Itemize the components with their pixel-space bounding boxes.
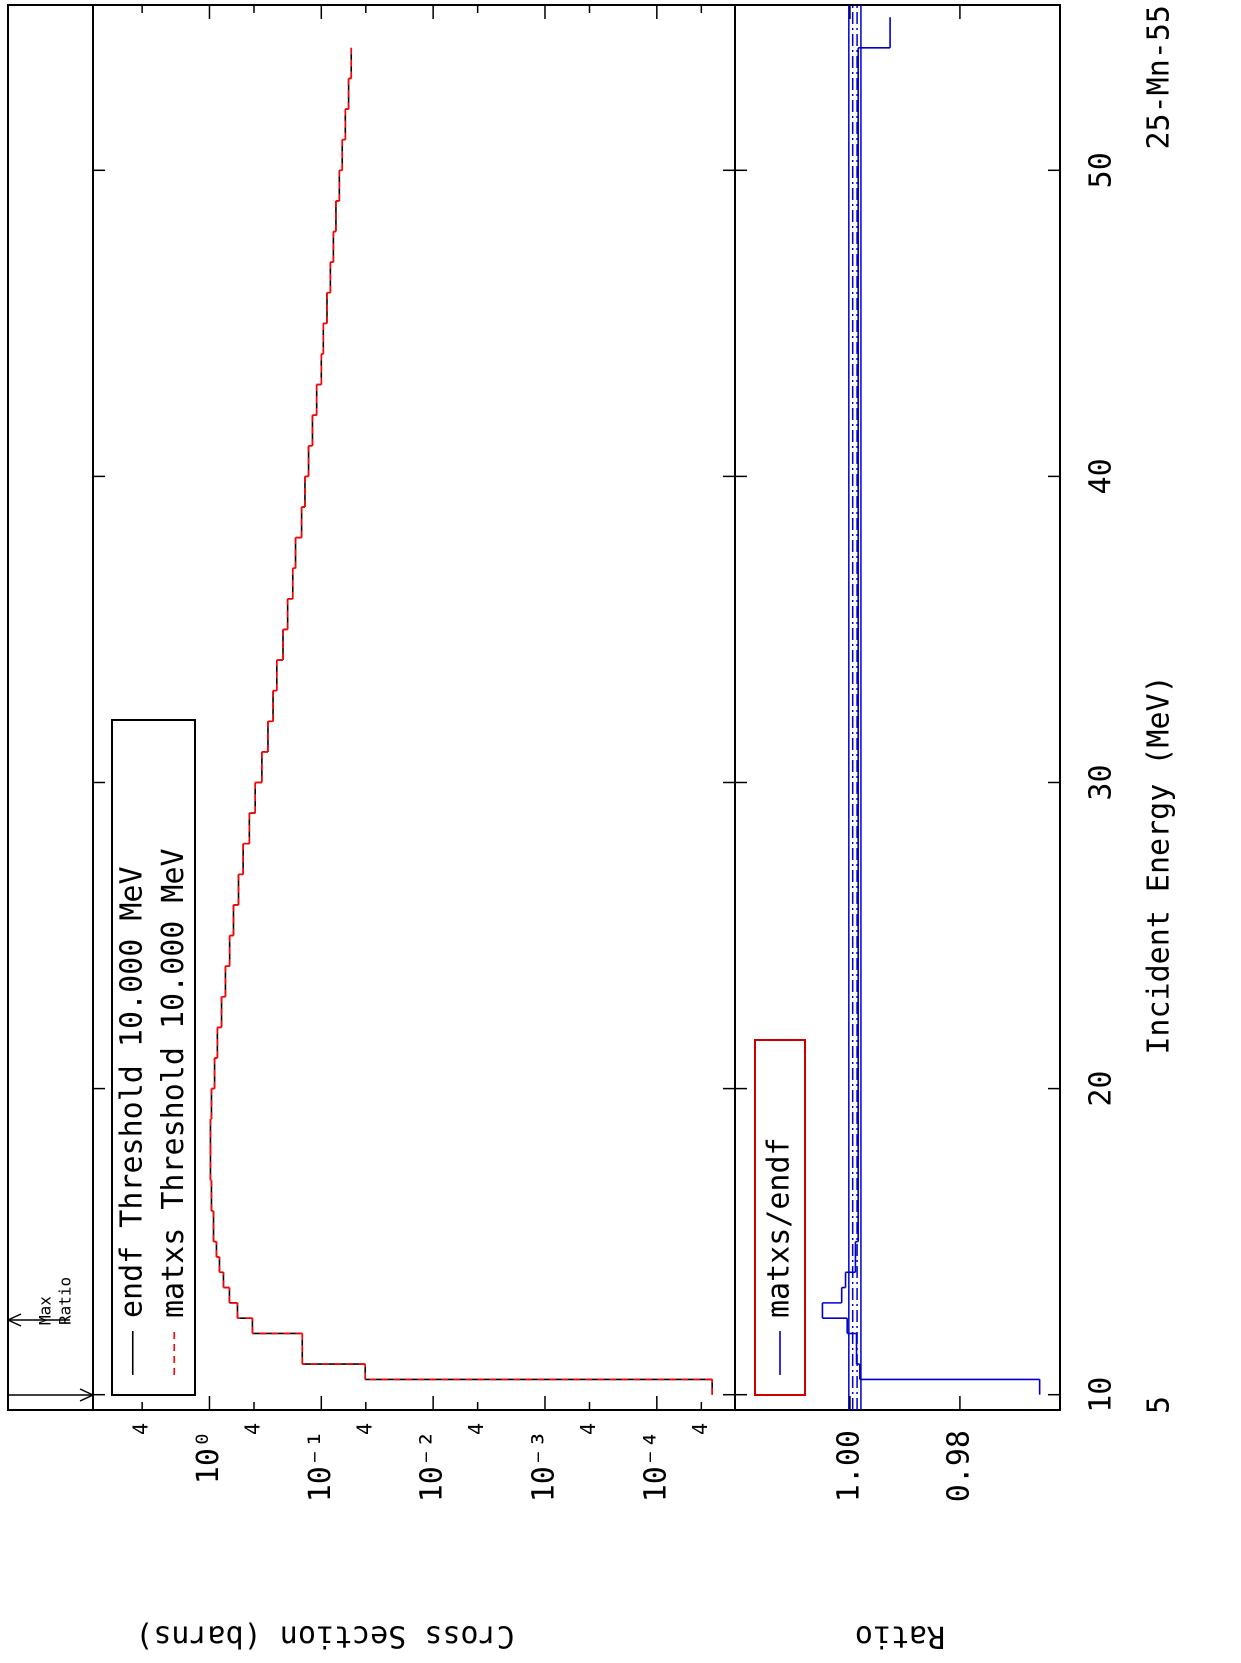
y-tick-label: 10⁻¹ [303, 1430, 338, 1502]
page-number: 5 [1142, 1396, 1177, 1414]
legend-label: matxs Threshold 10.000 MeV [156, 848, 191, 1318]
id-label: 25-Mn-55 [1142, 5, 1177, 150]
y-axis-label: Cross Section (barns) [135, 1619, 514, 1654]
x-tick-label: 20 [1084, 1071, 1119, 1107]
x-tick-label: 40 [1084, 458, 1119, 494]
y-tick-label: 4 [464, 1423, 488, 1435]
y-tick-label: 0.98 [941, 1430, 976, 1502]
x-tick-label: 50 [1084, 152, 1119, 188]
frame [7, 4, 1061, 1411]
x-tick-label: 10 [1084, 1377, 1119, 1413]
legend-box [111, 719, 196, 1396]
y-tick-label: 1.00 [831, 1430, 866, 1502]
ratio-label: Ratio [56, 1277, 75, 1325]
max-label: Max [36, 1296, 55, 1325]
y-tick-label: 4 [240, 1423, 264, 1435]
y-tick-label: 10⁻³ [526, 1430, 561, 1502]
y-tick-label: 10⁰ [191, 1430, 226, 1484]
arrow-head [79, 1388, 94, 1402]
y-tick-label: 10⁻⁴ [638, 1430, 673, 1502]
x-axis-label: Incident Energy (MeV) [1142, 675, 1177, 1054]
y-tick-label: 10⁻² [415, 1430, 450, 1502]
y-tick-label: 4 [576, 1423, 600, 1435]
legend-label: matxs/endf [762, 1137, 797, 1318]
y-tick-label: 4 [688, 1423, 712, 1435]
y-tick-label: 4 [129, 1423, 153, 1435]
legend-box [754, 1039, 806, 1396]
legend-label: endf Threshold 10.000 MeV [114, 866, 149, 1318]
y-tick-label: 4 [352, 1423, 376, 1435]
arrow-head [7, 1313, 22, 1327]
x-tick-label: 30 [1084, 764, 1119, 800]
rotated-figure: Max Ratio 25-Mn-55 5 Incident Energy (Me… [7, 4, 1177, 1654]
y-axis-label: Ratio [855, 1619, 945, 1654]
